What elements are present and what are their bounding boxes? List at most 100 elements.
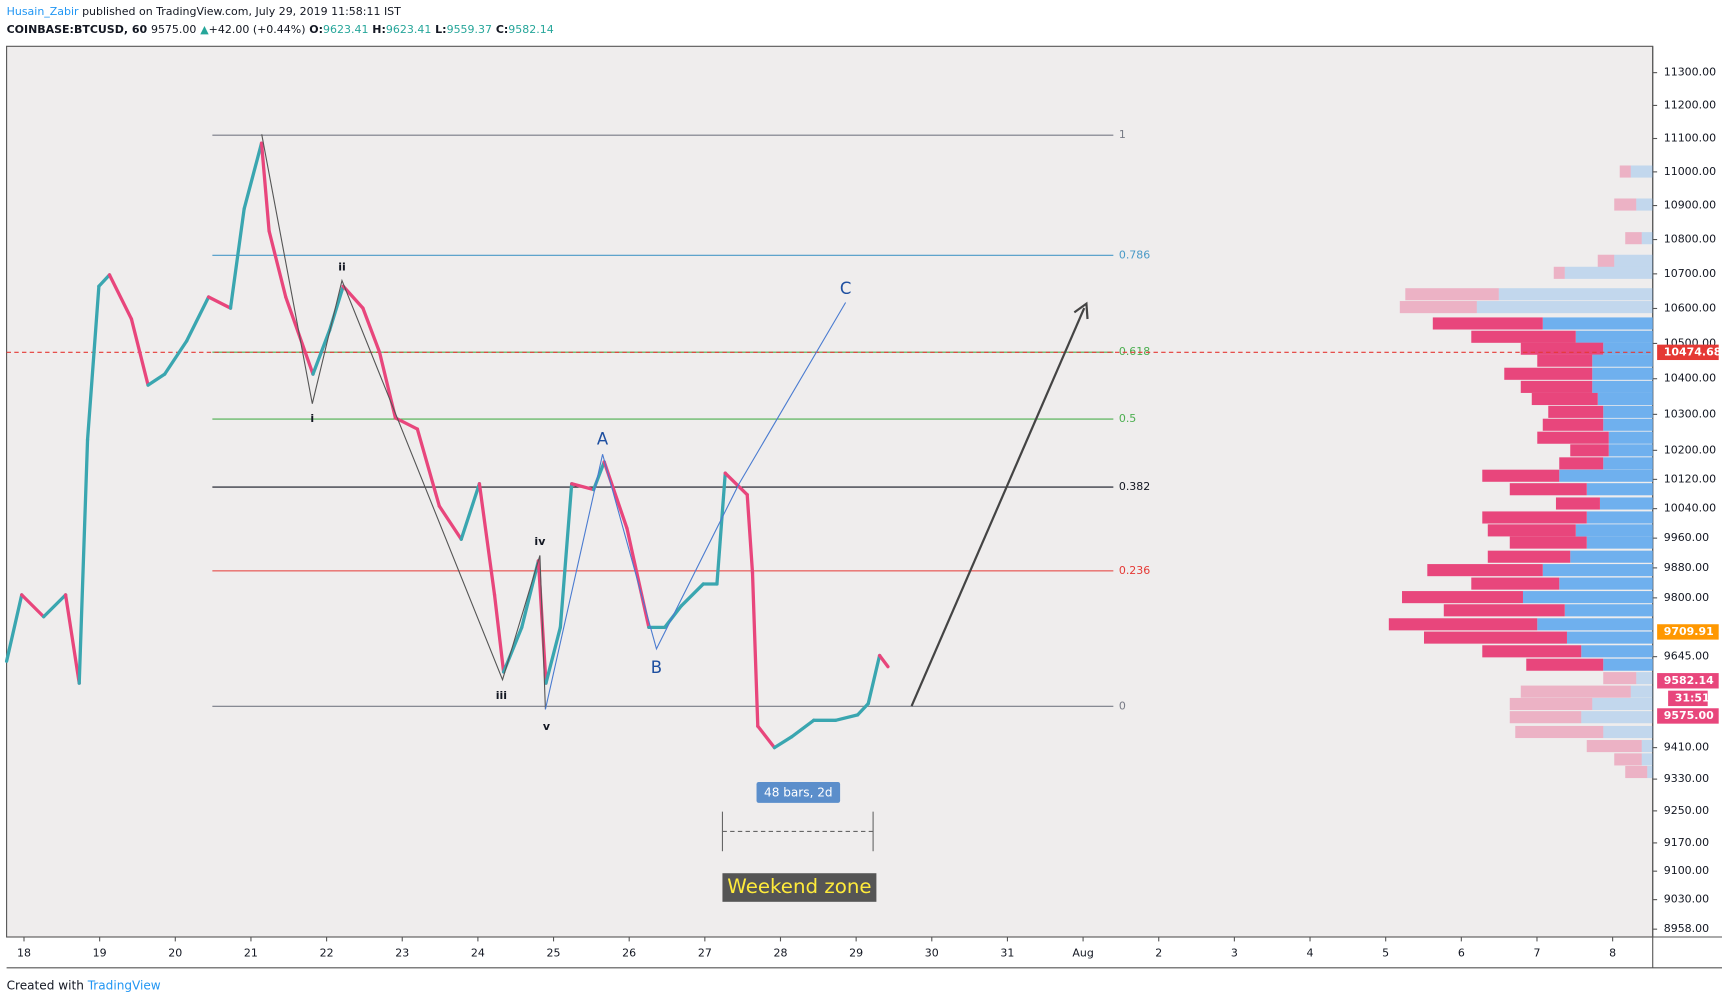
price-segment xyxy=(4,593,24,663)
created: Created with xyxy=(7,978,84,992)
price-segment xyxy=(146,372,167,387)
price-segment xyxy=(42,593,68,619)
wave-drawings xyxy=(261,134,1089,852)
volume-up xyxy=(1592,380,1653,393)
y-tick-label: 11300.00 xyxy=(1664,66,1716,79)
price-segment xyxy=(97,273,112,288)
volume-up xyxy=(1641,232,1653,245)
fib-label: 0 xyxy=(1119,699,1126,712)
volume-down xyxy=(1614,198,1637,211)
corrective-wave xyxy=(544,302,847,710)
price-segment xyxy=(877,653,890,669)
h-label: H: xyxy=(372,23,386,36)
volume-down xyxy=(1427,564,1543,577)
price-segment xyxy=(77,438,90,685)
volume-profile xyxy=(1388,165,1653,779)
volume-up xyxy=(1592,367,1653,380)
volume-up xyxy=(1636,672,1653,685)
price-tag-label: 9582.14 xyxy=(1664,674,1714,687)
x-tick-label: 5 xyxy=(1382,946,1389,959)
volume-up xyxy=(1559,469,1653,482)
volume-up xyxy=(1522,591,1653,604)
volume-up xyxy=(1603,342,1653,355)
price-segment xyxy=(437,504,463,541)
brand: TradingView xyxy=(87,978,161,992)
symbol: COINBASE:BTCUSD, 60 xyxy=(7,23,148,36)
fib-label: 0.236 xyxy=(1119,564,1150,577)
volume-down xyxy=(1471,577,1560,590)
fib-label: 0.382 xyxy=(1119,480,1150,493)
fib-label: 0.786 xyxy=(1119,248,1150,261)
price-segment xyxy=(184,295,211,343)
price-segment xyxy=(20,593,46,619)
x-tick-label: 25 xyxy=(547,946,561,959)
price-segment xyxy=(520,559,541,629)
volume-up xyxy=(1603,658,1653,671)
price-segment xyxy=(477,482,497,597)
countdown: 31:51 xyxy=(1675,691,1710,704)
x-tick-label: 31 xyxy=(1000,946,1014,959)
x-tick-label: 26 xyxy=(622,946,636,959)
price-segment xyxy=(415,427,441,508)
y-tick-label: 9250.00 xyxy=(1664,804,1709,817)
volume-down xyxy=(1619,165,1631,178)
volume-up xyxy=(1603,457,1653,470)
volume-up xyxy=(1641,740,1653,753)
volume-up xyxy=(1498,288,1653,301)
y-tick-label: 9880.00 xyxy=(1664,561,1709,574)
volume-up xyxy=(1603,725,1653,739)
last-tag-label: 9575.00 xyxy=(1664,709,1714,722)
volume-up xyxy=(1542,317,1653,330)
volume-up xyxy=(1592,354,1653,367)
volume-up xyxy=(1542,564,1653,577)
o-label: O: xyxy=(309,23,323,36)
header: Husain_Zabir published on TradingView.co… xyxy=(7,5,402,18)
projection-arrow xyxy=(910,307,1086,707)
price-segment xyxy=(206,295,233,310)
price-segment xyxy=(341,284,365,310)
y-tick-label: 10800.00 xyxy=(1664,233,1716,246)
volume-down xyxy=(1424,631,1567,644)
volume-down xyxy=(1570,444,1609,457)
volume-up xyxy=(1647,765,1653,779)
price-segment xyxy=(866,653,882,706)
price-segment xyxy=(393,416,420,431)
y-tick-label: 9330.00 xyxy=(1664,772,1709,785)
last-tag xyxy=(1657,708,1719,724)
price-segment xyxy=(790,718,816,739)
wave-label: A xyxy=(597,429,609,448)
y-tick-label: 11200.00 xyxy=(1664,98,1716,111)
price-segment xyxy=(750,571,760,728)
volume-up xyxy=(1575,330,1653,343)
volume-up xyxy=(1641,753,1653,766)
wave-label: B xyxy=(651,658,662,677)
price-segment xyxy=(361,306,382,354)
volume-down xyxy=(1597,254,1615,267)
published: published on TradingView.com, July 29, 2… xyxy=(82,5,401,18)
volume-down xyxy=(1487,550,1571,563)
price-segment xyxy=(745,493,755,575)
y-tick-label: 8958.00 xyxy=(1664,922,1709,935)
volume-down xyxy=(1603,672,1637,685)
y-tick-label: 10300.00 xyxy=(1664,407,1716,420)
volume-down xyxy=(1509,536,1587,549)
volume-down xyxy=(1542,418,1604,431)
weekend-box xyxy=(722,873,877,902)
volume-up xyxy=(1592,697,1653,711)
author: Husain_Zabir xyxy=(7,5,79,18)
volume-down xyxy=(1399,301,1477,314)
volume-up xyxy=(1599,497,1653,510)
x-tick-label: 27 xyxy=(698,946,712,959)
countdown-tag xyxy=(1668,690,1708,707)
volume-up xyxy=(1614,254,1653,267)
wave-label: v xyxy=(543,720,550,733)
x-tick-label: 21 xyxy=(244,946,258,959)
volume-down xyxy=(1586,740,1642,753)
volume-down xyxy=(1509,711,1582,724)
volume-up xyxy=(1608,444,1653,457)
volume-up xyxy=(1608,431,1653,444)
bars-badge xyxy=(756,781,841,803)
volume-down xyxy=(1388,618,1538,631)
